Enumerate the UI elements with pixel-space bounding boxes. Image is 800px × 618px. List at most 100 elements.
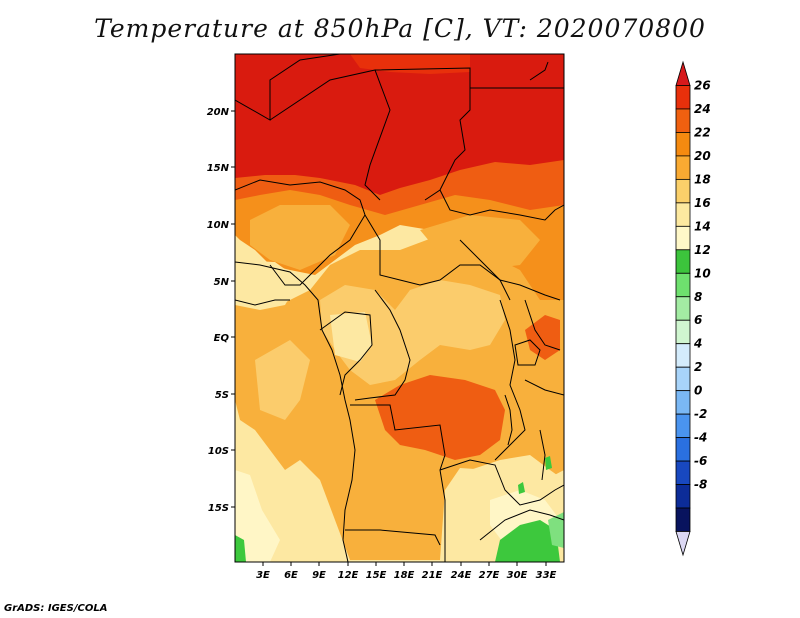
colorbar-label: 8 <box>694 290 702 304</box>
colorbar-segment <box>675 249 691 274</box>
lon-label-33e: 33E <box>536 570 557 581</box>
lat-label-10n: 10N <box>207 220 230 231</box>
colorbar-bottom-triangle <box>675 531 691 557</box>
colorbar-label: 16 <box>694 196 711 210</box>
pale-coast-west <box>235 260 300 310</box>
lat-label-15s: 15S <box>208 503 229 514</box>
lake-victoria <box>514 339 541 366</box>
lon-label-18e: 18E <box>394 570 415 581</box>
border-niger-chad <box>269 69 391 201</box>
colorbar-segment <box>675 178 691 204</box>
tan-patch-sw <box>255 340 310 420</box>
colorbar-segment <box>675 272 691 298</box>
grads-credit: GrADS: IGES/COLA <box>4 603 108 614</box>
colorbar-segment <box>675 319 691 345</box>
lon-label-21e: 21E <box>422 570 443 581</box>
colorbar-label: 24 <box>694 102 711 116</box>
colorbar-label: 6 <box>694 313 702 327</box>
border-zimbabwe <box>479 509 564 541</box>
colorbar-label: 22 <box>694 125 711 139</box>
north-light-orange <box>250 205 350 270</box>
colorbar-label: 10 <box>694 266 711 280</box>
map-frame <box>234 53 565 563</box>
hot-region-sahara <box>235 54 564 195</box>
lon-label-15e: 15E <box>366 570 387 581</box>
country-borders <box>235 54 564 562</box>
border-sudan-south <box>439 189 564 221</box>
lake-malawi <box>539 429 546 481</box>
border-chad-sudan <box>374 67 471 201</box>
colorbar-segment <box>675 390 691 415</box>
border-congo-gabon <box>319 311 373 396</box>
colorbar-segment <box>675 484 691 509</box>
lat-label-5s: 5S <box>215 390 229 401</box>
lon-label-30e: 30E <box>507 570 528 581</box>
lon-label-12e: 12E <box>338 570 359 581</box>
lat-label-20n: 20N <box>207 107 230 118</box>
red-sea-coast <box>529 61 549 81</box>
chart-title: Temperature at 850hPa [C], VT: 202007080… <box>94 14 706 43</box>
colorbar-label: 18 <box>694 172 711 186</box>
lon-label-27e: 27E <box>479 570 500 581</box>
colorbar-segment <box>675 296 691 321</box>
border-drc-west <box>354 289 411 401</box>
border-tanzania <box>524 379 564 396</box>
border-car <box>364 214 511 301</box>
green-patch-se <box>495 520 560 562</box>
colorbar-segment <box>675 202 691 227</box>
green-patch-sw <box>235 535 246 562</box>
colorbar-segment <box>675 225 691 251</box>
colorbar-label: -2 <box>694 407 707 421</box>
warm-pocket-angola-drc <box>375 375 505 460</box>
colorbar-segment <box>675 413 691 439</box>
border-north-1 <box>235 54 341 121</box>
border-drc-east <box>494 299 526 461</box>
lon-axis <box>262 562 547 566</box>
green-dots-east <box>518 456 552 494</box>
colorbar-segment <box>675 507 691 532</box>
border-zambia <box>439 459 564 506</box>
lat-label-eq: EQ <box>214 333 230 344</box>
pale-gabon <box>330 312 372 362</box>
border-angola-namibia <box>345 529 441 546</box>
tan-patch-congo <box>320 280 505 385</box>
colorbar-top-triangle <box>675 60 691 86</box>
lon-label-9e: 9E <box>312 570 326 581</box>
colorbar-label: -4 <box>694 431 707 445</box>
colorbar-label: 20 <box>694 149 711 163</box>
lon-label-3e: 3E <box>256 570 270 581</box>
lat-label-5n: 5N <box>214 277 230 288</box>
colorbar-segment <box>675 132 691 157</box>
coastline-west <box>235 261 356 562</box>
cream-patch-sw <box>235 470 280 562</box>
coastline-gulf <box>235 299 290 306</box>
lake-tanganyika <box>504 394 513 446</box>
colorbar-label: -8 <box>694 478 707 492</box>
colorbar-label: 4 <box>693 337 702 351</box>
lat-axis <box>231 110 235 508</box>
lon-label-6e: 6E <box>284 570 298 581</box>
colorbar-segment <box>675 108 691 133</box>
border-east-africa <box>524 299 561 351</box>
colorbar-segment <box>675 343 691 368</box>
colorbar-segment <box>675 366 691 392</box>
colorbar-segment <box>675 437 691 462</box>
north-light-orange-east <box>420 215 540 270</box>
border-angola <box>350 404 446 562</box>
colorbar-label: 12 <box>694 243 711 257</box>
colorbar-label: 2 <box>694 360 702 374</box>
colorbar-label: 26 <box>694 78 711 92</box>
colorbar-segment <box>675 460 691 485</box>
lightgreen-patch-se <box>548 512 564 548</box>
temperature-field <box>235 54 564 562</box>
lon-label-24e: 24E <box>451 570 472 581</box>
colorbar-label: 0 <box>694 384 702 398</box>
lat-label-10s: 10S <box>208 446 229 457</box>
lat-label-15n: 15N <box>207 163 230 174</box>
border-south-sudan <box>459 239 561 301</box>
colorbar-segment <box>675 85 691 110</box>
colorbar-label: -6 <box>694 454 707 468</box>
colorbar-label: 14 <box>694 219 711 233</box>
